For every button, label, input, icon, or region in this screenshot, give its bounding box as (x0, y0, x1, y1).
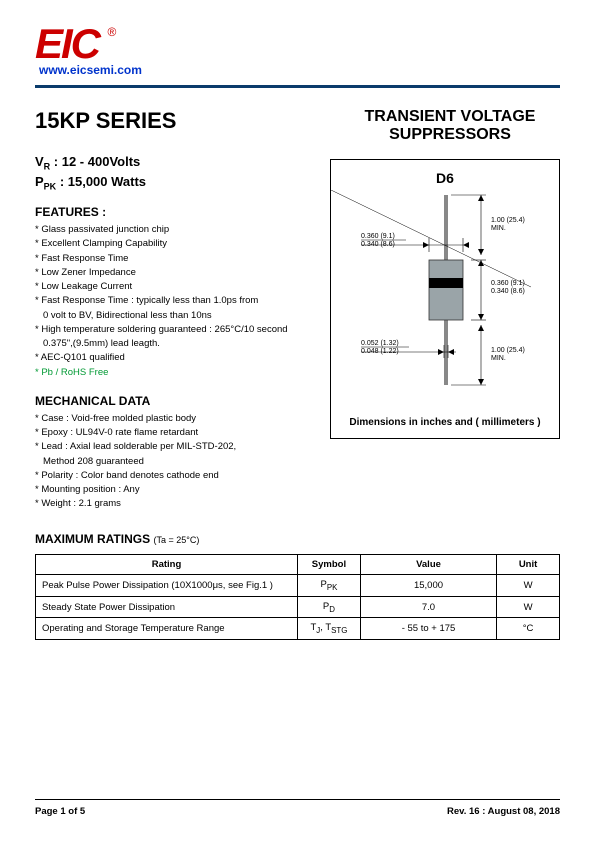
cell-rating: Peak Pulse Power Dissipation (10X1000μs,… (36, 574, 298, 596)
table-row: Operating and Storage Temperature RangeT… (36, 618, 560, 640)
th-rating: Rating (36, 554, 298, 574)
feature-item: * High temperature soldering guaranteed … (35, 323, 315, 352)
table-header-row: Rating Symbol Value Unit (36, 554, 560, 574)
feature-item-green: * Pb / RoHS Free (35, 366, 315, 380)
feature-item: * Low Zener Impedance (35, 266, 315, 280)
svg-text:0.360 (9.1): 0.360 (9.1) (361, 233, 395, 240)
th-symbol: Symbol (298, 554, 361, 574)
diagram-title: D6 (331, 170, 559, 186)
footer-rule (35, 799, 560, 800)
mechanical-item: * Mounting position : Any (35, 483, 315, 497)
spec-vr: VR : 12 - 400Volts (35, 154, 315, 172)
page-number: Page 1 of 5 (35, 806, 85, 817)
cell-symbol: PPK (298, 574, 361, 596)
revision: Rev. 16 : August 08, 2018 (447, 806, 560, 817)
product-title: TRANSIENT VOLTAGE SUPPRESSORS (340, 108, 560, 144)
feature-item: * Excellent Clamping Capability (35, 237, 315, 251)
svg-text:0.048 (1.22): 0.048 (1.22) (361, 348, 399, 355)
left-column: VR : 12 - 400Volts PPK : 15,000 Watts FE… (35, 154, 315, 512)
feature-item: * Glass passivated junction chip (35, 223, 315, 237)
features-list: * Glass passivated junction chip* Excell… (35, 223, 315, 380)
cell-value: 15,000 (360, 574, 496, 596)
package-svg: 0.360 (9.1) 0.340 (8.6) 0.360 (9.1) 0.34… (331, 190, 561, 400)
cell-symbol: TJ, TSTG (298, 618, 361, 640)
svg-text:0.052 (1.32): 0.052 (1.32) (361, 340, 399, 347)
features-title: FEATURES : (35, 205, 315, 219)
th-unit: Unit (497, 554, 560, 574)
svg-text:0.340 (8.6): 0.340 (8.6) (491, 288, 525, 295)
diagram-caption: Dimensions in inches and ( millimeters ) (331, 417, 559, 428)
feature-item: * AEC-Q101 qualified (35, 351, 315, 365)
registered-mark: ® (107, 25, 116, 39)
th-value: Value (360, 554, 496, 574)
logo-text: EIC (35, 20, 99, 67)
header-row: 15KP SERIES TRANSIENT VOLTAGE SUPPRESSOR… (35, 108, 560, 144)
svg-text:1.00 (25.4): 1.00 (25.4) (491, 217, 525, 224)
feature-item: * Fast Response Time (35, 252, 315, 266)
logo: EIC ® www.eicsemi.com (35, 25, 142, 77)
cell-symbol: PD (298, 596, 361, 618)
svg-text:MIN.: MIN. (491, 225, 506, 232)
mechanical-title: MECHANICAL DATA (35, 394, 315, 408)
cell-rating: Steady State Power Dissipation (36, 596, 298, 618)
svg-text:MIN.: MIN. (491, 355, 506, 362)
mechanical-item: * Epoxy : UL94V-0 rate flame retardant (35, 426, 315, 440)
logo-area: EIC ® www.eicsemi.com (35, 25, 560, 77)
mechanical-item: * Weight : 2.1 grams (35, 497, 315, 511)
package-diagram: D6 0.360 (9.1) 0.340 (8.6) 0.360 (9.1 (330, 159, 560, 439)
cell-value: 7.0 (360, 596, 496, 618)
content-row: VR : 12 - 400Volts PPK : 15,000 Watts FE… (35, 154, 560, 512)
svg-text:0.340 (8.6): 0.340 (8.6) (361, 241, 395, 248)
cell-value: - 55 to + 175 (360, 618, 496, 640)
cell-rating: Operating and Storage Temperature Range (36, 618, 298, 640)
cell-unit: W (497, 574, 560, 596)
table-row: Steady State Power DissipationPD7.0W (36, 596, 560, 618)
svg-text:1.00 (25.4): 1.00 (25.4) (491, 347, 525, 354)
cell-unit: W (497, 596, 560, 618)
series-title: 15KP SERIES (35, 108, 176, 134)
ratings-title: MAXIMUM RATINGS (Ta = 25°C) (35, 532, 560, 546)
mechanical-item: * Case : Void-free molded plastic body (35, 412, 315, 426)
svg-text:0.360 (9.1): 0.360 (9.1) (491, 280, 525, 287)
spec-ppk: PPK : 15,000 Watts (35, 174, 315, 192)
mechanical-item: * Lead : Axial lead solderable per MIL-S… (35, 440, 315, 469)
header-rule (35, 85, 560, 88)
feature-item: * Fast Response Time : typically less th… (35, 294, 315, 323)
logo-url: www.eicsemi.com (39, 63, 142, 77)
cell-unit: °C (497, 618, 560, 640)
feature-item: * Low Leakage Current (35, 280, 315, 294)
footer: Page 1 of 5 Rev. 16 : August 08, 2018 (35, 799, 560, 817)
mechanical-list: * Case : Void-free molded plastic body* … (35, 412, 315, 512)
table-row: Peak Pulse Power Dissipation (10X1000μs,… (36, 574, 560, 596)
mechanical-item: * Polarity : Color band denotes cathode … (35, 469, 315, 483)
ratings-table: Rating Symbol Value Unit Peak Pulse Powe… (35, 554, 560, 641)
